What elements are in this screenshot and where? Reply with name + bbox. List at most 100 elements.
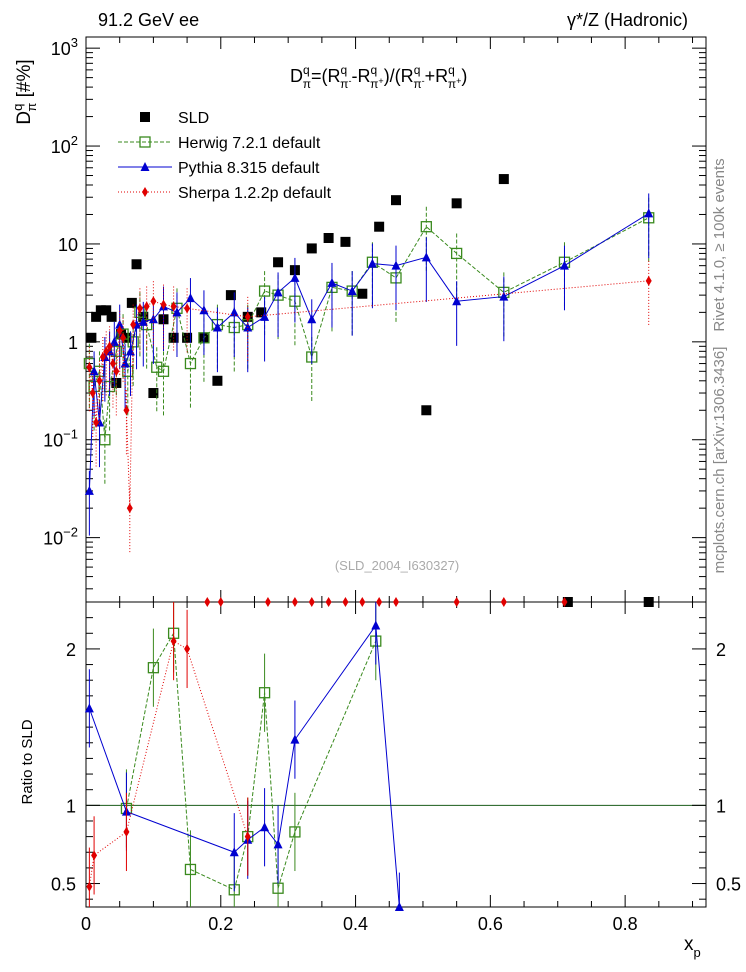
data-point	[258, 285, 271, 297]
data-point	[103, 346, 110, 357]
data-point	[645, 275, 652, 286]
data-point	[499, 291, 509, 301]
ratio-point	[273, 839, 283, 849]
data-point	[126, 503, 133, 514]
ratio-point	[170, 636, 177, 647]
data-point	[95, 305, 106, 316]
data-point	[99, 352, 106, 363]
data-point	[244, 311, 251, 322]
clipped-point	[453, 597, 460, 607]
data-point	[138, 316, 148, 326]
data-point	[184, 357, 197, 370]
ratio-y-axis: 2 2 1 1 0.5 0.5	[51, 617, 741, 900]
legend-label: Herwig 7.2.1 default	[178, 135, 321, 152]
ratio-tick-label-right: 0.5	[716, 875, 741, 895]
data-point	[307, 314, 317, 324]
data-point	[116, 325, 123, 336]
data-point	[121, 332, 132, 343]
data-point	[86, 332, 97, 343]
ratio-tick-label: 0.5	[51, 875, 76, 895]
ratio-point	[260, 822, 270, 832]
data-point	[225, 290, 236, 301]
data-point	[273, 257, 284, 268]
data-point	[113, 366, 120, 377]
clipped-point	[376, 597, 383, 607]
data-point	[148, 314, 158, 324]
y-tick-label: 102	[51, 133, 78, 157]
ratio-point	[147, 662, 160, 674]
ratio-point	[123, 826, 130, 837]
y-tick-label: 10−1	[43, 427, 78, 451]
data-point	[273, 287, 283, 297]
data-point	[562, 597, 573, 607]
legend-marker	[140, 112, 150, 122]
legend-marker	[139, 136, 151, 148]
ratio-tick-label-right: 2	[716, 640, 726, 660]
data-point	[130, 319, 137, 330]
legend-marker	[140, 162, 150, 171]
legend-marker	[142, 187, 148, 197]
series-sld	[86, 174, 654, 607]
y-tick-label: 103	[51, 35, 78, 59]
header-right: γ*/Z (Hadronic)	[567, 10, 688, 30]
data-point	[212, 322, 222, 332]
clipped-point	[393, 597, 399, 607]
data-point	[184, 303, 191, 314]
x-axis: 0 0.2 0.4 0.6 0.8	[81, 37, 694, 934]
clipped-point	[204, 597, 211, 607]
legend: SLD Herwig 7.2.1 default Pythia 8.315 defa…	[118, 110, 332, 202]
ratio-line	[88, 624, 400, 908]
data-point	[290, 272, 300, 282]
data-point	[136, 303, 143, 314]
clipped-point	[291, 597, 298, 607]
ratio-point	[371, 620, 381, 630]
data-point	[559, 260, 569, 270]
series-line	[88, 217, 649, 440]
ratio-y-axis-label: Ratio to SLD	[19, 719, 36, 804]
legend-label: Pythia 8.315 default	[178, 160, 320, 177]
legend-item: Herwig 7.2.1 default	[118, 135, 321, 152]
ratio-point	[289, 826, 301, 838]
ratio-point	[290, 734, 300, 744]
clipped-point	[342, 597, 349, 607]
data-point	[420, 221, 432, 233]
ratio-series-pythia	[84, 602, 404, 911]
clipped-point	[264, 597, 271, 607]
clipped-point	[561, 597, 568, 607]
legend-item: Pythia 8.315 default	[118, 160, 320, 177]
data-point	[84, 485, 94, 495]
ratio-data-layer	[84, 602, 404, 911]
header-left: 91.2 GeV ee	[98, 10, 199, 30]
clipped-point	[359, 597, 366, 607]
clipped-point	[325, 597, 332, 607]
data-point	[143, 301, 150, 312]
data-point	[374, 221, 385, 232]
data-point	[86, 362, 93, 373]
data-point	[101, 305, 112, 316]
ratio-series-sherpa	[86, 602, 251, 907]
data-point	[89, 366, 99, 376]
data-point	[170, 301, 177, 312]
series-pythia	[84, 193, 654, 536]
ratio-tick-label: 2	[66, 640, 76, 660]
x-tick-label: 0	[81, 914, 91, 934]
data-point	[340, 236, 351, 247]
data-point	[451, 247, 463, 260]
data-point	[126, 297, 137, 308]
clipped-point	[308, 597, 315, 607]
ratio-point	[244, 831, 251, 842]
ratio-point	[84, 703, 94, 713]
ratio-point	[91, 850, 98, 861]
data-point	[421, 252, 431, 262]
data-point	[150, 296, 157, 307]
data-point	[109, 358, 116, 369]
series-herwig	[83, 197, 655, 485]
data-point	[120, 332, 127, 343]
data-point	[391, 195, 401, 206]
data-point	[327, 277, 337, 287]
data-point	[323, 233, 334, 244]
data-point	[115, 319, 125, 329]
data-point	[357, 288, 368, 299]
data-point	[93, 417, 100, 428]
